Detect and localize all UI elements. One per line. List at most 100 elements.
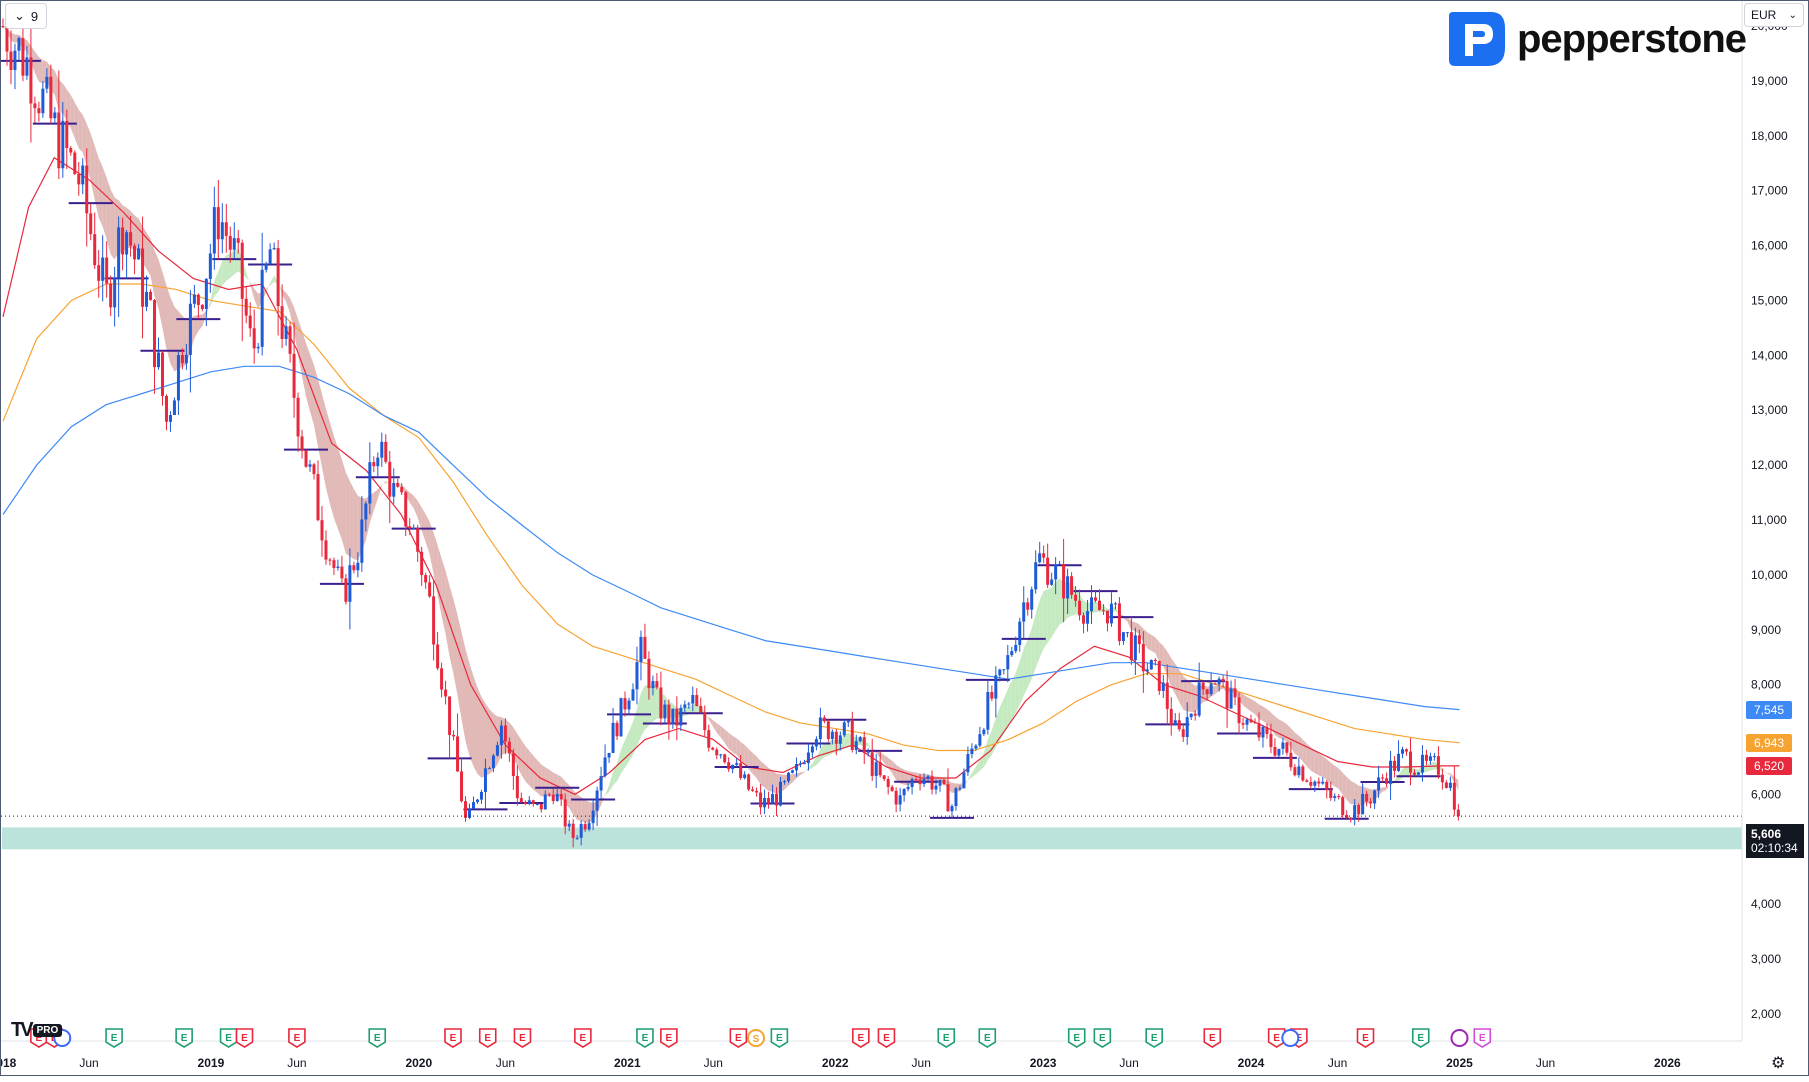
candle-body	[157, 353, 160, 368]
currency-label: EUR	[1751, 8, 1776, 22]
interval-selector[interactable]: ⌄ 9	[5, 3, 47, 29]
candle-body	[1074, 595, 1077, 601]
cloud-band-segment	[382, 481, 386, 486]
cloud-band-segment	[1048, 587, 1052, 642]
cloud-band-segment	[418, 501, 422, 531]
candle-body	[141, 248, 144, 306]
x-tick-label: Jun	[1328, 1056, 1347, 1070]
candle-body	[600, 776, 603, 790]
candle-body	[261, 270, 264, 347]
candle-body	[1174, 720, 1177, 725]
y-tick-label: 8,000	[1751, 678, 1781, 692]
candle-body	[289, 326, 292, 354]
candlesticks	[2, 14, 1460, 847]
candle-body	[480, 792, 483, 800]
candle-body	[1321, 782, 1324, 784]
candle-body	[332, 560, 335, 568]
candle-body	[448, 696, 451, 735]
x-tick-label: Jun	[496, 1056, 515, 1070]
candle-body	[109, 283, 112, 307]
candle-body	[1234, 688, 1237, 697]
candle-body	[755, 791, 758, 793]
candle-body	[990, 692, 993, 699]
candle-body	[1242, 723, 1245, 725]
candle-body	[1353, 805, 1356, 819]
candle-body	[1385, 778, 1388, 784]
candle-body	[101, 258, 104, 281]
event-marker-icon[interactable]	[1451, 1030, 1467, 1046]
candle-body	[213, 207, 216, 253]
candle-body	[1186, 717, 1189, 737]
candle-body	[464, 801, 467, 818]
event-marker-label: E	[642, 1033, 649, 1044]
cloud-band-segment	[1267, 709, 1271, 729]
candle-body	[137, 248, 140, 259]
gear-icon[interactable]: ⚙	[1771, 1053, 1785, 1073]
y-tick-label: 12,000	[1751, 458, 1788, 472]
cloud-band-segment	[717, 723, 721, 737]
candle-body	[663, 705, 666, 719]
cloud-band-segment	[1263, 707, 1267, 724]
y-tick-label: 18,000	[1751, 129, 1788, 143]
cloud-band-segment	[170, 297, 174, 371]
cloud-band-segment	[246, 272, 250, 284]
candle-body	[328, 560, 331, 561]
y-tick-label: 16,000	[1751, 239, 1788, 253]
candle-body	[1018, 622, 1021, 645]
brand-logo: pepperstone	[1445, 9, 1746, 69]
candle-body	[1022, 602, 1025, 621]
candle-body	[1441, 775, 1444, 783]
candle-body	[336, 567, 339, 568]
candle-body	[1178, 720, 1181, 729]
candle-body	[691, 695, 694, 704]
candle-body	[165, 396, 168, 422]
candle-body	[875, 762, 878, 776]
cloud-band-segment	[980, 753, 984, 771]
candle-body	[1238, 697, 1241, 723]
cloud-band-segment	[1135, 622, 1139, 634]
tradingview-logo[interactable]: TV PRO	[11, 1019, 62, 1042]
candle-body	[1413, 773, 1416, 775]
candle-body	[173, 400, 176, 415]
candle-body	[1010, 651, 1013, 655]
candle-body	[1222, 679, 1225, 681]
candle-body	[476, 800, 479, 802]
candle-body	[779, 782, 782, 806]
cloud-band-segment	[828, 740, 832, 756]
candle-body	[1130, 632, 1133, 660]
candle-body	[616, 723, 619, 736]
candle-body	[683, 704, 686, 707]
last-price-value: 5,606	[1751, 827, 1804, 841]
cloud-band-segment	[107, 178, 111, 255]
candle-body	[516, 776, 519, 798]
candle-body	[161, 353, 164, 396]
event-marker-icon[interactable]	[1282, 1030, 1298, 1046]
candle-body	[1433, 756, 1436, 757]
candle-body	[2, 26, 5, 27]
candle-body	[129, 232, 132, 246]
event-marker-label: E	[1073, 1033, 1080, 1044]
cloud-band-segment	[166, 286, 170, 364]
cloud-band-segment	[972, 767, 976, 778]
candle-body	[93, 234, 96, 265]
cloud-band-segment	[1187, 680, 1191, 712]
currency-selector[interactable]: EUR ⌄	[1744, 3, 1804, 27]
candle-body	[859, 737, 862, 741]
y-tick-label: 6,000	[1751, 787, 1781, 801]
candle-body	[61, 121, 64, 168]
candle-body	[1114, 603, 1117, 604]
candle-body	[687, 704, 690, 705]
cloud-band-segment	[1052, 582, 1056, 637]
sma-mid-price-tag: 6,943	[1746, 734, 1792, 752]
candle-body	[795, 764, 798, 770]
candle-body	[53, 112, 56, 118]
candle-body	[492, 756, 495, 769]
candle-body	[41, 89, 44, 114]
candle-body	[49, 77, 52, 118]
x-tick-label: 2018	[1, 1056, 17, 1070]
candle-body	[727, 762, 730, 769]
cloud-band-segment	[59, 80, 63, 114]
candle-body	[927, 776, 930, 779]
